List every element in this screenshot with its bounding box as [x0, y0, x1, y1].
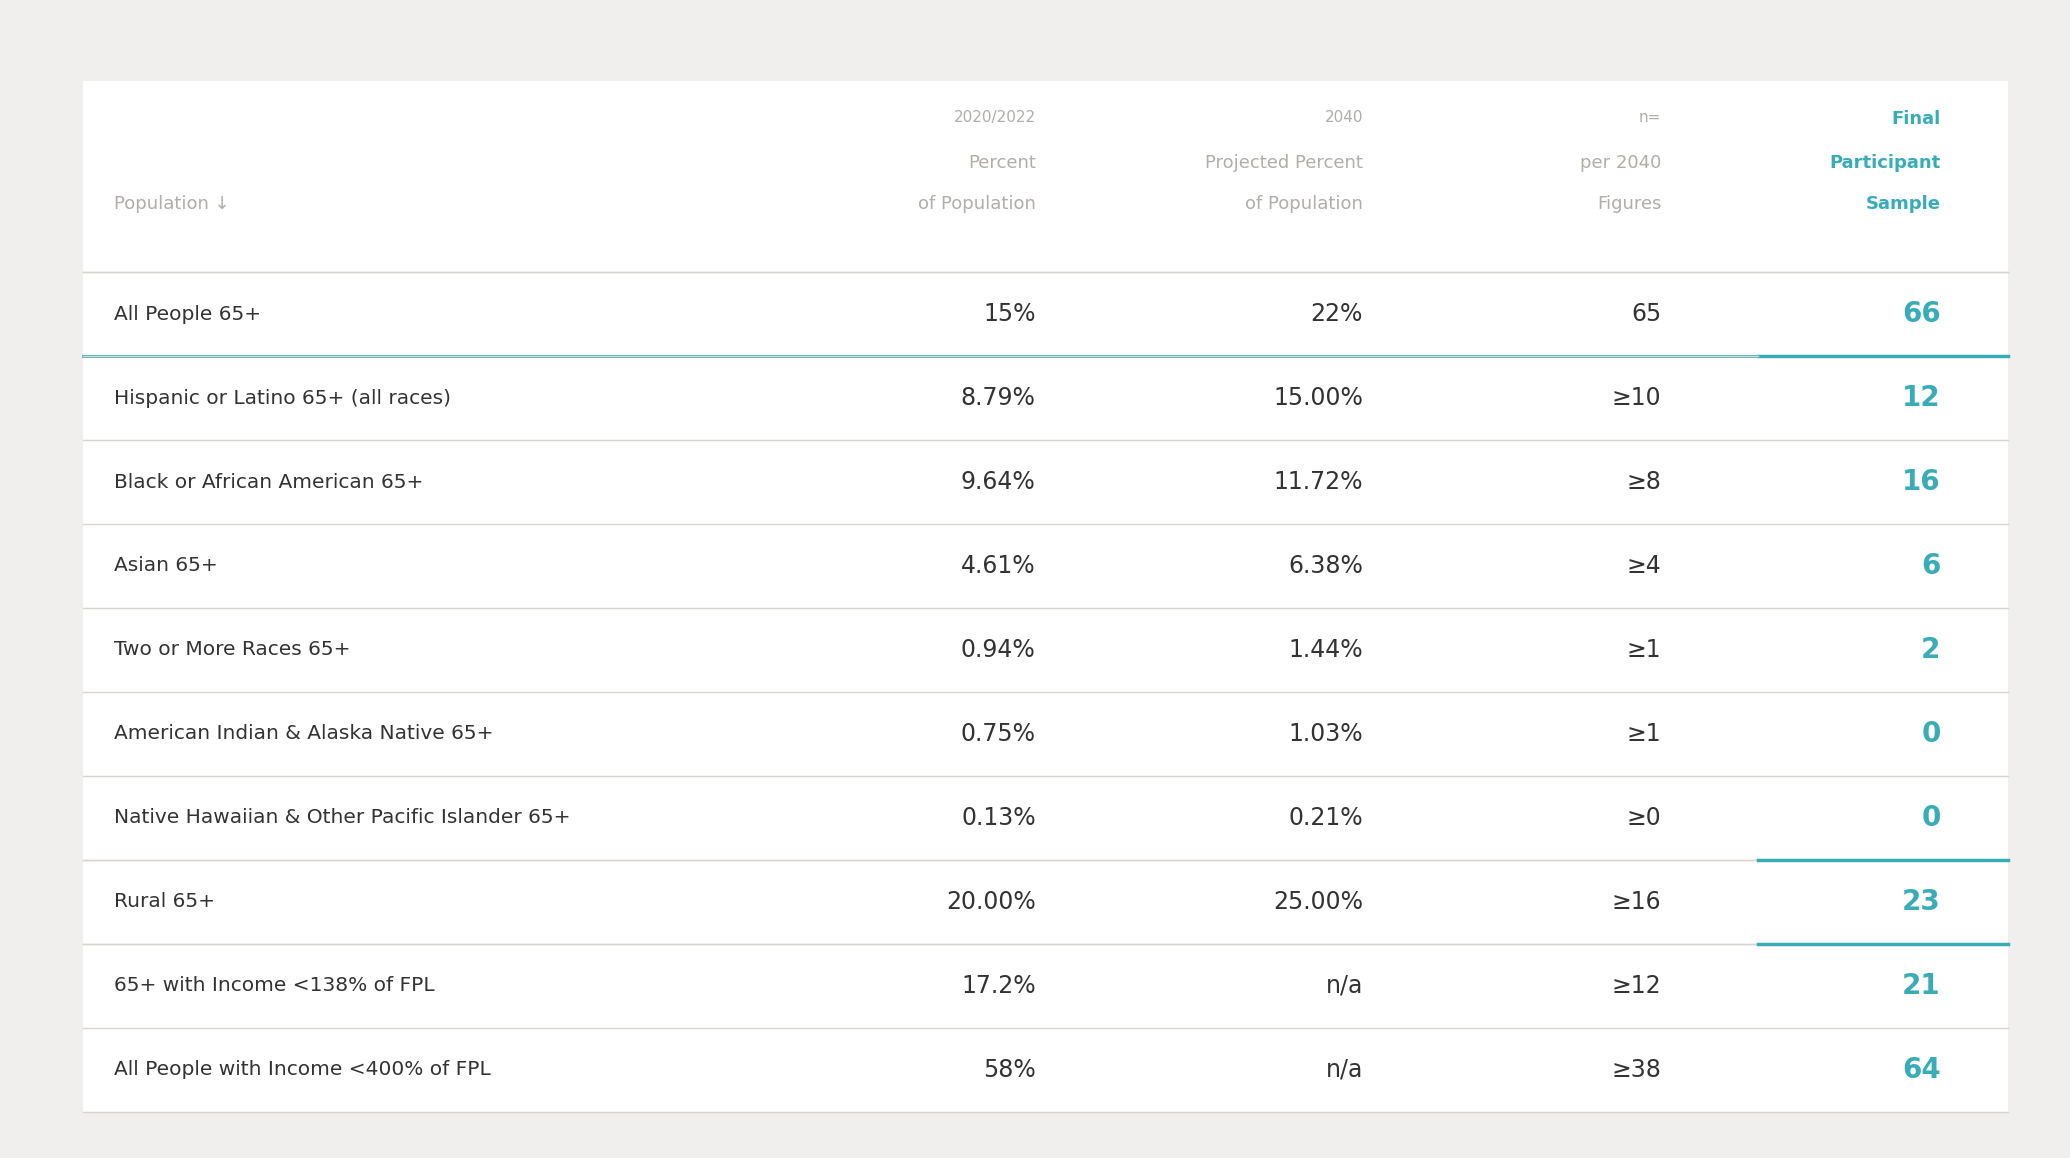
- Text: ≥8: ≥8: [1627, 470, 1662, 494]
- Text: 0.13%: 0.13%: [960, 806, 1035, 830]
- Text: 8.79%: 8.79%: [960, 386, 1035, 410]
- Text: 11.72%: 11.72%: [1273, 470, 1362, 494]
- Text: 6.38%: 6.38%: [1288, 554, 1362, 578]
- Text: 25.00%: 25.00%: [1273, 889, 1362, 914]
- Text: ≥16: ≥16: [1613, 889, 1662, 914]
- Text: 15.00%: 15.00%: [1273, 386, 1362, 410]
- Text: ≥12: ≥12: [1613, 974, 1662, 998]
- Text: All People with Income <400% of FPL: All People with Income <400% of FPL: [114, 1061, 491, 1079]
- Text: 58%: 58%: [983, 1057, 1035, 1082]
- Text: 66: 66: [1902, 300, 1940, 328]
- Text: ≥10: ≥10: [1613, 386, 1662, 410]
- Text: Population ↓: Population ↓: [114, 195, 230, 213]
- Text: of Population: of Population: [917, 195, 1035, 213]
- Text: n/a: n/a: [1325, 974, 1362, 998]
- Text: 15%: 15%: [983, 302, 1035, 327]
- Text: Native Hawaiian & Other Pacific Islander 65+: Native Hawaiian & Other Pacific Islander…: [114, 808, 571, 827]
- Text: 20.00%: 20.00%: [946, 889, 1035, 914]
- Text: 65+ with Income <138% of FPL: 65+ with Income <138% of FPL: [114, 976, 435, 995]
- Text: of Population: of Population: [1246, 195, 1362, 213]
- Text: 22%: 22%: [1310, 302, 1362, 327]
- Text: Hispanic or Latino 65+ (all races): Hispanic or Latino 65+ (all races): [114, 389, 451, 408]
- Text: 2040: 2040: [1325, 110, 1362, 125]
- Text: 64: 64: [1902, 1056, 1940, 1084]
- Text: All People 65+: All People 65+: [114, 305, 261, 323]
- Text: 17.2%: 17.2%: [960, 974, 1035, 998]
- Text: 4.61%: 4.61%: [960, 554, 1035, 578]
- Text: 65: 65: [1631, 302, 1662, 327]
- Text: 1.03%: 1.03%: [1288, 721, 1362, 746]
- Text: n/a: n/a: [1325, 1057, 1362, 1082]
- Text: ≥1: ≥1: [1627, 721, 1662, 746]
- Text: 2020/2022: 2020/2022: [954, 110, 1035, 125]
- Text: 21: 21: [1902, 972, 1940, 999]
- Text: 12: 12: [1902, 384, 1940, 412]
- Text: 2: 2: [1921, 636, 1940, 664]
- Text: Percent: Percent: [969, 154, 1035, 173]
- Text: Black or African American 65+: Black or African American 65+: [114, 472, 422, 491]
- Text: 0.94%: 0.94%: [960, 638, 1035, 662]
- Text: 23: 23: [1902, 888, 1940, 916]
- Text: Participant: Participant: [1830, 154, 1940, 173]
- Text: Rural 65+: Rural 65+: [114, 893, 215, 911]
- Text: Sample: Sample: [1865, 195, 1940, 213]
- Text: 16: 16: [1902, 468, 1940, 496]
- Text: 0.75%: 0.75%: [960, 721, 1035, 746]
- Text: Two or More Races 65+: Two or More Races 65+: [114, 640, 350, 659]
- FancyBboxPatch shape: [83, 81, 2008, 1112]
- Text: ≥1: ≥1: [1627, 638, 1662, 662]
- Text: Final: Final: [1892, 110, 1940, 129]
- Text: per 2040: per 2040: [1579, 154, 1662, 173]
- Text: 0: 0: [1921, 804, 1940, 831]
- Text: 6: 6: [1921, 552, 1940, 580]
- Text: ≥4: ≥4: [1627, 554, 1662, 578]
- Text: Asian 65+: Asian 65+: [114, 557, 217, 576]
- Text: 1.44%: 1.44%: [1288, 638, 1362, 662]
- Text: 0.21%: 0.21%: [1288, 806, 1362, 830]
- Text: n=: n=: [1639, 110, 1662, 125]
- Text: 9.64%: 9.64%: [960, 470, 1035, 494]
- Text: Projected Percent: Projected Percent: [1205, 154, 1362, 173]
- Text: Figures: Figures: [1596, 195, 1662, 213]
- Text: ≥38: ≥38: [1613, 1057, 1662, 1082]
- Text: ≥0: ≥0: [1627, 806, 1662, 830]
- Text: 0: 0: [1921, 720, 1940, 748]
- Text: American Indian & Alaska Native 65+: American Indian & Alaska Native 65+: [114, 725, 493, 743]
